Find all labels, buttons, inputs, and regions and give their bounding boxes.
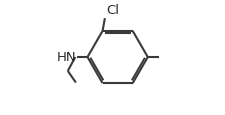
Text: Cl: Cl bbox=[106, 4, 119, 17]
Text: HN: HN bbox=[56, 50, 76, 63]
